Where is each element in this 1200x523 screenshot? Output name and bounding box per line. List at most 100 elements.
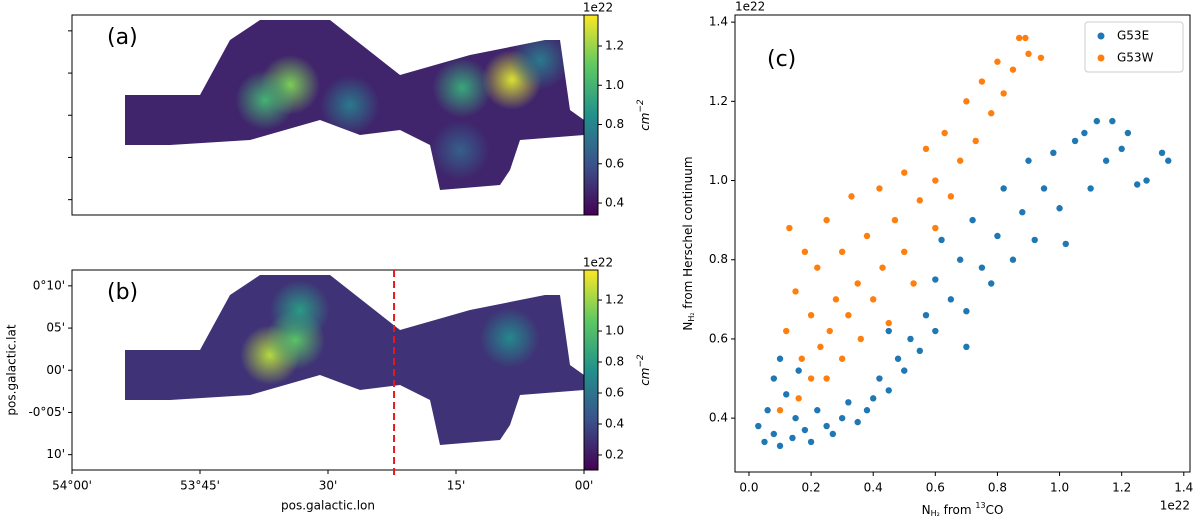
- scatter-point: [963, 343, 970, 351]
- y-axis-label: NH₂ from Herschel continuum: [681, 156, 696, 330]
- scatter-point: [854, 418, 861, 426]
- scatter-point: [845, 399, 852, 406]
- colorbar: [583, 269, 599, 471]
- scatter-point: [838, 355, 846, 362]
- scatter-point: [1093, 117, 1101, 125]
- y-tick-label: 0.8: [709, 252, 728, 266]
- legend-box: [1084, 21, 1184, 73]
- y-tick-label: 0.6: [709, 331, 728, 345]
- x-axis-label-part: from: [940, 503, 976, 517]
- legend-label: G53W: [1117, 51, 1154, 65]
- scatter-point: [770, 375, 778, 382]
- scatter-point: [1000, 185, 1007, 192]
- scatter-point: [823, 216, 830, 224]
- scatter-point: [894, 355, 902, 362]
- x-tick-label: 0.2: [802, 481, 821, 495]
- colorbar-tick-label: 0.4: [605, 196, 624, 210]
- scatter-point: [932, 177, 939, 184]
- scatter-point: [922, 311, 930, 319]
- scatter-point: [761, 438, 768, 446]
- scatter-point: [932, 276, 939, 283]
- y-tick-label: 05': [46, 321, 65, 335]
- scatter-point: [947, 296, 955, 303]
- scatter-point: [783, 391, 790, 398]
- scatter-point: [1081, 129, 1088, 137]
- x-axis-label-part: CO: [986, 503, 1004, 517]
- scatter-point: [1009, 66, 1017, 73]
- x-tick-label: 53°45': [180, 479, 220, 493]
- colorbar-tick-label: 1.2: [605, 39, 624, 53]
- map-peak: [320, 75, 381, 136]
- scatter-point: [885, 387, 892, 394]
- scatter-point: [870, 395, 877, 402]
- x-axis-label: NH₂ from 13CO: [922, 501, 1004, 518]
- scatter-point: [792, 288, 799, 295]
- scatter-point: [938, 236, 945, 244]
- x-tick-label: 0.0: [739, 481, 758, 495]
- scatter-point: [1022, 34, 1029, 42]
- scatter-point: [1037, 54, 1045, 61]
- x-axis-label-part: H₂: [931, 509, 940, 518]
- scatter-point: [1118, 145, 1125, 153]
- y-axis-label-part: from Herschel continuum: [681, 156, 695, 312]
- scatter-point: [1025, 157, 1032, 164]
- legend-label: G53E: [1117, 29, 1149, 43]
- x-tick-label: 0.4: [864, 481, 883, 495]
- scatter-point: [963, 98, 970, 105]
- scatter-point: [956, 256, 964, 263]
- scatter-point: [963, 308, 970, 315]
- scatter-point: [978, 264, 986, 271]
- x-axis-label-part: N: [922, 503, 931, 517]
- x-tick-label: 1.4: [1174, 481, 1193, 495]
- scatter-point: [755, 422, 762, 430]
- scatter-point: [994, 58, 1001, 65]
- x-tick-label: 0.6: [926, 481, 945, 495]
- panel-label: (c): [767, 47, 796, 72]
- scatter-point: [764, 407, 771, 414]
- scatter-point: [795, 367, 802, 374]
- colorbar-label-exp: −2: [636, 99, 646, 113]
- scatter-point: [1158, 149, 1166, 157]
- y-tick-label: 0.4: [709, 411, 728, 425]
- scatter-point: [807, 311, 815, 319]
- scatter-point: [972, 137, 979, 145]
- colorbar-tick-label: 0.4: [605, 416, 624, 430]
- x-tick-label: 00': [575, 479, 594, 493]
- scatter-point: [901, 169, 908, 176]
- x-tick-label: 15': [447, 479, 466, 493]
- map-peak: [479, 307, 540, 368]
- scatter-point: [848, 193, 855, 200]
- map-image: [125, 20, 584, 190]
- scatter-point: [947, 193, 955, 200]
- colorbar-tick-label: 0.2: [605, 447, 624, 461]
- scatter-point: [879, 264, 886, 271]
- scatter-point: [901, 248, 908, 256]
- scatter-point: [916, 347, 923, 355]
- scatter-point: [922, 145, 930, 153]
- map-peak: [509, 30, 570, 91]
- y-tick-label: 00': [46, 363, 65, 377]
- x-offset-text: 1e22: [1160, 499, 1190, 513]
- scatter-point: [838, 414, 846, 422]
- scatter-point: [988, 110, 995, 117]
- x-tick-label: 30': [319, 479, 338, 493]
- offset-text: 1e22: [735, 0, 765, 14]
- map-image: [125, 275, 584, 445]
- scatter-point: [823, 422, 830, 430]
- colorbar-tick-label: 0.6: [605, 386, 624, 400]
- scatter-point: [1000, 90, 1007, 97]
- scatter-point: [1109, 117, 1116, 125]
- legend-marker: [1097, 32, 1105, 40]
- scatter-point: [1071, 137, 1079, 145]
- scatter-point: [845, 311, 852, 319]
- map-peak: [432, 57, 493, 118]
- colorbar-tick-label: 0.6: [605, 156, 624, 170]
- scatter-point: [876, 185, 883, 192]
- scatter-point: [1025, 50, 1032, 58]
- x-axis-label-part: 13: [975, 501, 985, 510]
- scatter-point: [891, 216, 899, 224]
- x-tick-label: 1.0: [1050, 481, 1069, 495]
- panel-label: (a): [107, 25, 138, 50]
- panel-label: (b): [107, 280, 138, 305]
